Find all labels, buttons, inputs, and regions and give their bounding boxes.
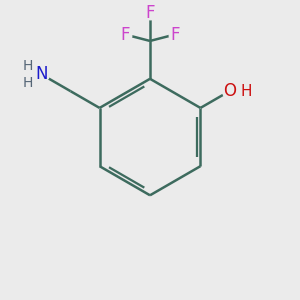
Text: H: H <box>241 84 252 99</box>
Text: N: N <box>35 65 48 83</box>
Text: O: O <box>223 82 236 100</box>
Text: F: F <box>170 26 179 44</box>
Text: F: F <box>121 26 130 44</box>
Text: H: H <box>22 59 33 73</box>
Text: H: H <box>22 76 33 90</box>
Text: F: F <box>145 4 155 22</box>
